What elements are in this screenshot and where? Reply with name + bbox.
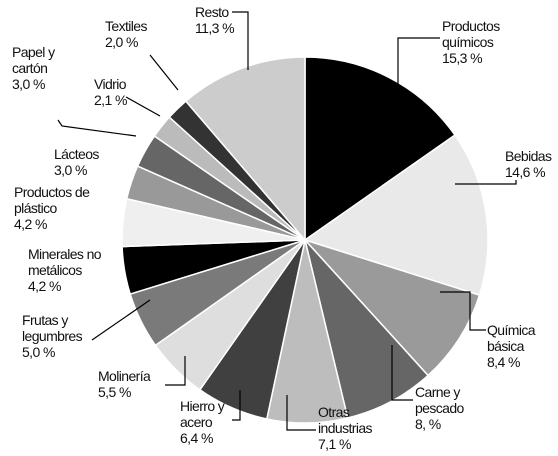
slice-label: Productos de plástico 4,2 %	[14, 184, 104, 232]
value-label: 6,4 %	[180, 430, 213, 446]
value-label: 8,4 %	[487, 354, 520, 370]
category-label: Lácteos	[54, 146, 99, 162]
pie-slice	[184, 56, 306, 243]
slice-label: Productos químicos 15,3 %	[442, 18, 522, 66]
value-label: 4,2 %	[14, 216, 47, 232]
pie-slice	[304, 239, 430, 419]
category-label: Resto	[195, 4, 229, 20]
category-label: Frutas y legumbres	[22, 312, 83, 344]
leader-line	[391, 345, 413, 401]
category-label: Bebidas	[505, 148, 552, 164]
leader-line	[440, 291, 486, 331]
leader-line	[91, 299, 151, 341]
pie-slice	[302, 238, 481, 377]
slice-label: Papel y cartón 3,0 %	[12, 44, 72, 92]
value-label: 3,0 %	[12, 76, 45, 92]
value-label: 8, %	[415, 416, 441, 432]
category-label: Carne y pescado	[415, 384, 464, 416]
slice-label: Vidrio 2,1 %	[94, 76, 154, 108]
category-label: Hierro y acero	[180, 398, 225, 430]
leader-line	[165, 356, 186, 386]
slice-label: Molinería 5,5 %	[98, 368, 178, 400]
value-label: 3,0 %	[54, 162, 87, 178]
category-label: Textiles	[105, 18, 147, 34]
category-label: Minerales no metálicos	[28, 246, 102, 278]
slice-label: Frutas y legumbres 5,0 %	[22, 312, 102, 360]
value-label: 5,0 %	[22, 344, 55, 360]
pie-slice	[303, 134, 489, 297]
slice-label: Lácteos 3,0 %	[54, 146, 124, 178]
slice-label: Carne y pescado 8, %	[415, 384, 485, 432]
category-label: Vidrio	[94, 76, 127, 92]
slice-label: Bebidas 14,6 %	[505, 148, 558, 180]
category-label: Molinería	[98, 368, 151, 384]
value-label: 2,0 %	[105, 34, 138, 50]
slice-label: Otras industrias 7,1 %	[318, 404, 388, 452]
slice-label: Textiles 2,0 %	[105, 18, 175, 50]
value-label: 5,5 %	[98, 384, 131, 400]
value-label: 7,1 %	[318, 436, 351, 452]
category-label: Productos de plástico	[14, 184, 90, 216]
leader-line	[397, 37, 440, 95]
value-label: 2,1 %	[94, 92, 127, 108]
value-label: 15,3 %	[442, 50, 483, 66]
leader-line	[232, 11, 249, 70]
category-label: Productos químicos	[442, 18, 500, 50]
slice-label: Hierro y acero 6,4 %	[180, 398, 240, 446]
leader-line	[149, 54, 179, 91]
slice-label: Química básica 8,4 %	[487, 322, 557, 370]
leader-line	[57, 119, 137, 137]
category-label: Otras industrias	[318, 404, 373, 436]
leader-line	[286, 395, 316, 431]
value-label: 14,6 %	[505, 164, 546, 180]
value-label: 4,2 %	[28, 278, 61, 294]
pie-slice	[304, 56, 456, 242]
leader-line	[232, 390, 241, 421]
category-label: Papel y cartón	[12, 44, 55, 76]
slice-label: Resto 11,3 %	[195, 4, 255, 36]
slice-label: Minerales no metálicos 4,2 %	[28, 246, 123, 294]
value-label: 11,3 %	[195, 20, 235, 36]
leader-line	[455, 180, 517, 185]
category-label: Química básica	[487, 322, 536, 354]
leader-line	[125, 96, 161, 117]
